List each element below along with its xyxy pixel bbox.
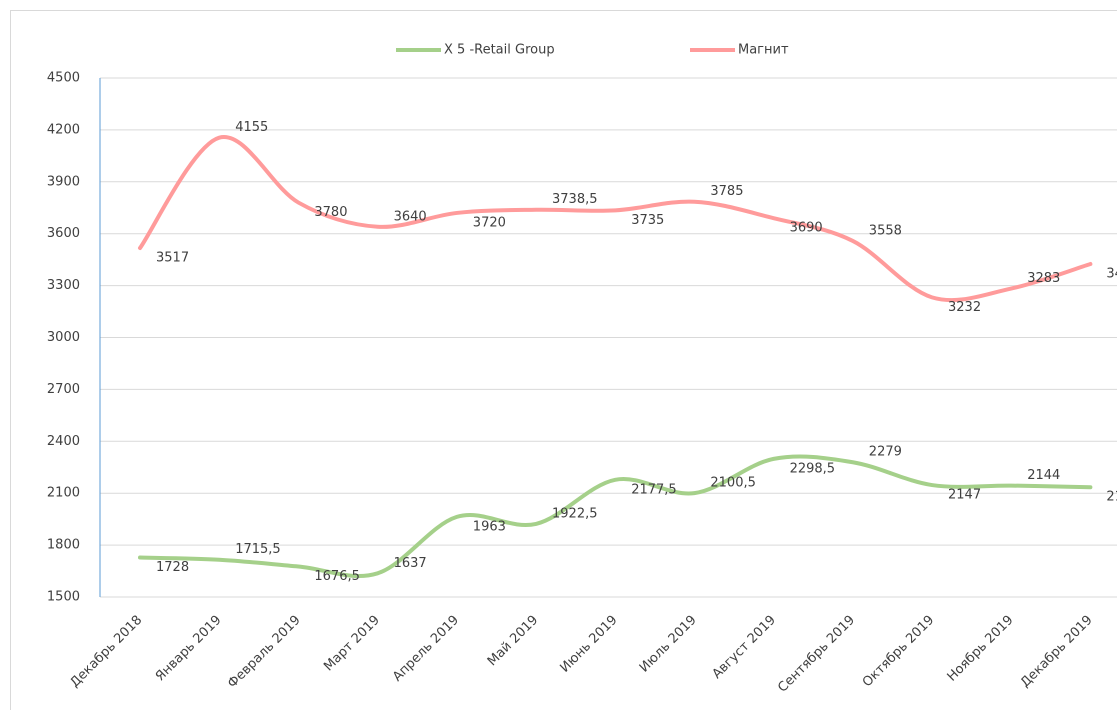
y-tick-label: 4200: [47, 122, 80, 137]
data-label: 1637: [394, 556, 427, 571]
y-tick-label: 4500: [47, 71, 80, 86]
y-tick-label: 3300: [47, 278, 80, 293]
y-tick-label: 1500: [47, 590, 80, 605]
data-label: 2144: [1027, 468, 1060, 483]
data-label: 3425: [1106, 266, 1117, 281]
data-label: 3558: [869, 223, 902, 238]
y-tick-label: 2700: [47, 382, 80, 397]
data-label: 3640: [394, 209, 427, 224]
data-label: 4155: [235, 120, 268, 135]
data-label: 2100,5: [710, 476, 756, 491]
data-label: 2134,5: [1106, 490, 1117, 505]
data-label: 2298,5: [790, 461, 836, 476]
data-label: 3785: [710, 184, 743, 199]
y-tick-label: 2400: [47, 434, 80, 449]
data-label: 3720: [473, 215, 506, 230]
data-label: 3738,5: [552, 192, 598, 207]
data-label: 1922,5: [552, 506, 598, 521]
data-label: 3735: [631, 213, 664, 228]
data-label: 1963: [473, 519, 506, 534]
chart-border: [10, 10, 1117, 710]
y-tick-label: 3600: [47, 226, 80, 241]
data-label: 3232: [948, 300, 981, 315]
line: [138, 454, 1093, 578]
data-label: 2147: [948, 488, 981, 503]
data-label: 3690: [790, 221, 823, 236]
data-label: 1728: [156, 560, 189, 575]
y-tick-label: 3000: [47, 330, 80, 345]
y-tick-label: 2100: [47, 486, 80, 501]
line: [138, 135, 1093, 303]
y-tick-label: 1800: [47, 538, 80, 553]
data-label: 1715,5: [235, 542, 281, 557]
legend-label: X 5 -Retail Group: [444, 43, 555, 58]
data-label: 1676,5: [314, 569, 360, 584]
legend-label: Магнит: [738, 43, 789, 58]
data-label: 2177,5: [631, 482, 677, 497]
data-label: 3283: [1027, 271, 1060, 286]
y-tick-label: 3900: [47, 174, 80, 189]
data-label: 2279: [869, 445, 902, 460]
data-label: 3517: [156, 251, 189, 266]
data-label: 3780: [314, 205, 347, 220]
